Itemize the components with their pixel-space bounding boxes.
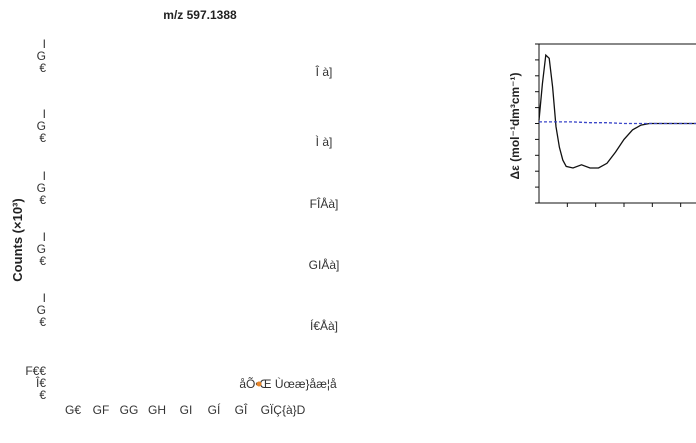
track-2: IG€ Ì à] [37, 107, 333, 149]
track-5-tick-3: € [39, 315, 46, 329]
track-6-tick-2: Î€ [35, 375, 46, 390]
tracks-group: IG€ Î à]IG€ Ì à]IG€ FÎÅà]IG€ GIÅà]IG€ Í€Åà]F€… [25, 37, 339, 402]
track-4-label: GIÅà] [309, 257, 340, 272]
track-1: IG€ Î à] [37, 37, 333, 79]
track-6-label: åÕ•Œ Ùœæ}åæ¦å [239, 376, 337, 391]
track-3: IG€ FÎÅà] [37, 169, 339, 211]
x-tick-label-4: GH [148, 403, 166, 417]
cd-series-2-line [539, 121, 696, 125]
x-tick-label-2: GF [93, 403, 110, 417]
track-1-tick-3: € [39, 61, 46, 75]
track-6-marker [256, 381, 262, 387]
track-1-label: Î à] [315, 64, 333, 79]
track-3-label: FÎÅà] [310, 196, 339, 211]
track-1-tick-2: G [37, 49, 46, 63]
cd-plot-series [538, 53, 696, 169]
track-6-tick-3: € [39, 388, 46, 402]
right-panel-y-axis-label: Δε (mol⁻¹dm³cm⁻¹) [508, 73, 522, 180]
track-2-tick-3: € [39, 131, 46, 145]
track-4-tick-3: € [39, 254, 46, 268]
track-5-label: Í€Åà] [310, 318, 338, 333]
track-2-label: Ì à] [316, 134, 333, 149]
track-3-tick-1: I [43, 169, 46, 183]
track-5: IG€ Í€Åà] [37, 291, 338, 333]
track-5-tick-1: I [43, 291, 46, 305]
track-5-tick-2: G [37, 303, 46, 317]
x-tick-label-3: GG [120, 403, 139, 417]
cd-plot-axes [535, 43, 696, 207]
track-2-tick-2: G [37, 119, 46, 133]
right-panel: Δε (mol⁻¹dm³cm⁻¹) [508, 43, 696, 207]
left-panel-y-axis-label: Counts (×10³) [10, 198, 25, 281]
track-4-tick-1: I [43, 230, 46, 244]
left-panel-title: m/z 597.1388 [163, 8, 237, 22]
x-tick-label-6: GÍ [208, 402, 221, 417]
left-panel: m/z 597.1388 Counts (×10³) IG€ Î à]IG€ Ì à… [10, 8, 339, 417]
track-4: IG€ GIÅà] [37, 230, 340, 272]
x-tick-label-8: GÏÇ{à}D [261, 403, 306, 417]
track-3-tick-2: G [37, 181, 46, 195]
track-3-tick-3: € [39, 193, 46, 207]
track-6: F€€Î€€ åÕ•Œ Ùœæ}åæ¦å [25, 364, 337, 402]
track-1-tick-1: I [43, 37, 46, 51]
cd-series-1-line [538, 53, 696, 169]
track-6-tick-1: F€€ [25, 364, 46, 378]
x-tick-label-7: GÎ [235, 402, 248, 417]
x-tick-label-5: GI [180, 403, 193, 417]
track-2-tick-1: I [43, 107, 46, 121]
x-axis-ticks: G€ GF GG GH GI GÍ GÎ GÏÇ{à}D [65, 402, 306, 417]
x-tick-label-1: G€ [65, 403, 81, 417]
track-4-tick-2: G [37, 242, 46, 256]
